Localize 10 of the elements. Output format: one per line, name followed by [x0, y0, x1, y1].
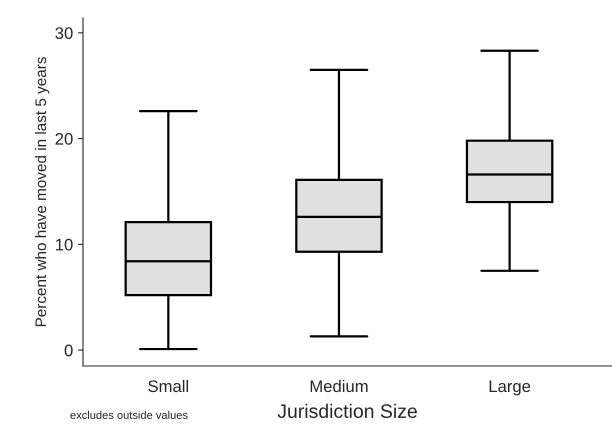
y-tick-label: 30 — [55, 27, 73, 40]
x-axis-title: Jurisdiction Size — [278, 404, 417, 418]
y-tick-label: 0 — [64, 344, 73, 356]
text: excludes outside values — [70, 410, 188, 419]
x-tick-label: Small — [148, 380, 188, 392]
x-tick-label: Large — [490, 380, 530, 396]
y-tick-label: 10 — [56, 238, 73, 251]
x-tick-label: Medium — [310, 380, 368, 392]
y-axis-title: Percent who have moved in last 5 years — [34, 57, 50, 326]
y-tick-label: 20 — [56, 132, 73, 145]
